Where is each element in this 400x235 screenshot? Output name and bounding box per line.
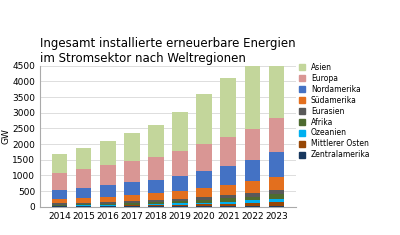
Bar — [269, 199, 284, 202]
Bar — [196, 144, 212, 171]
Bar — [172, 151, 188, 176]
Bar — [172, 199, 188, 201]
Bar — [148, 205, 164, 206]
Text: Ingesamt installierte erneuerbare Energien
im Stromsektor nach Weltregionen: Ingesamt installierte erneuerbare Energi… — [40, 37, 296, 65]
Bar — [172, 205, 188, 206]
Bar — [148, 157, 164, 180]
Bar — [196, 206, 212, 207]
Bar — [52, 205, 67, 206]
Bar — [269, 177, 284, 190]
Bar — [269, 118, 284, 153]
Bar — [76, 204, 92, 205]
Bar — [124, 206, 140, 207]
Bar — [196, 203, 212, 204]
Bar — [148, 206, 164, 207]
Bar — [196, 204, 212, 206]
Bar — [100, 165, 116, 185]
Bar — [52, 200, 67, 203]
Bar — [100, 197, 116, 202]
Bar — [124, 133, 140, 161]
Bar — [269, 153, 284, 177]
Bar — [244, 193, 260, 196]
Bar — [196, 171, 212, 188]
Bar — [124, 195, 140, 201]
Bar — [244, 203, 260, 206]
Bar — [148, 193, 164, 200]
Bar — [172, 176, 188, 191]
Bar — [172, 191, 188, 199]
Bar — [100, 204, 116, 205]
Bar — [269, 206, 284, 207]
Bar — [100, 205, 116, 206]
Bar — [52, 190, 67, 200]
Bar — [124, 161, 140, 182]
Bar — [100, 202, 116, 204]
Bar — [172, 112, 188, 151]
Bar — [269, 194, 284, 199]
Bar — [52, 206, 67, 207]
Bar — [124, 201, 140, 203]
Bar — [52, 153, 67, 173]
Bar — [52, 203, 67, 205]
Bar — [172, 204, 188, 205]
Bar — [244, 181, 260, 193]
Bar — [196, 94, 212, 144]
Bar — [244, 200, 260, 203]
Bar — [220, 137, 236, 166]
Bar — [244, 129, 260, 160]
Bar — [269, 190, 284, 194]
Bar — [148, 200, 164, 202]
Bar — [220, 202, 236, 204]
Bar — [220, 78, 236, 137]
Bar — [148, 180, 164, 193]
Bar — [244, 206, 260, 207]
Bar — [100, 206, 116, 207]
Bar — [52, 173, 67, 190]
Y-axis label: GW: GW — [2, 128, 11, 144]
Bar — [100, 141, 116, 165]
Bar — [76, 188, 92, 198]
Bar — [124, 182, 140, 195]
Bar — [220, 185, 236, 195]
Bar — [269, 31, 284, 118]
Bar — [244, 56, 260, 129]
Bar — [172, 201, 188, 204]
Bar — [76, 206, 92, 207]
Bar — [76, 198, 92, 203]
Bar — [76, 169, 92, 188]
Bar — [100, 185, 116, 197]
Bar — [196, 188, 212, 197]
Bar — [76, 205, 92, 206]
Bar — [196, 197, 212, 200]
Bar — [124, 203, 140, 205]
Bar — [244, 196, 260, 200]
Bar — [124, 205, 140, 206]
Bar — [148, 204, 164, 205]
Bar — [220, 206, 236, 207]
Bar — [269, 202, 284, 206]
Bar — [220, 195, 236, 198]
Bar — [220, 204, 236, 206]
Bar — [76, 203, 92, 204]
Bar — [172, 206, 188, 207]
Bar — [244, 160, 260, 181]
Bar — [196, 200, 212, 203]
Bar — [220, 166, 236, 185]
Bar — [148, 125, 164, 157]
Bar — [148, 202, 164, 204]
Bar — [76, 148, 92, 169]
Legend: Asien, Europa, Nordamerika, Südamerika, Eurasien, Afrika, Ozeanien, Mittlerer Os: Asien, Europa, Nordamerika, Südamerika, … — [298, 63, 370, 159]
Bar — [220, 198, 236, 202]
